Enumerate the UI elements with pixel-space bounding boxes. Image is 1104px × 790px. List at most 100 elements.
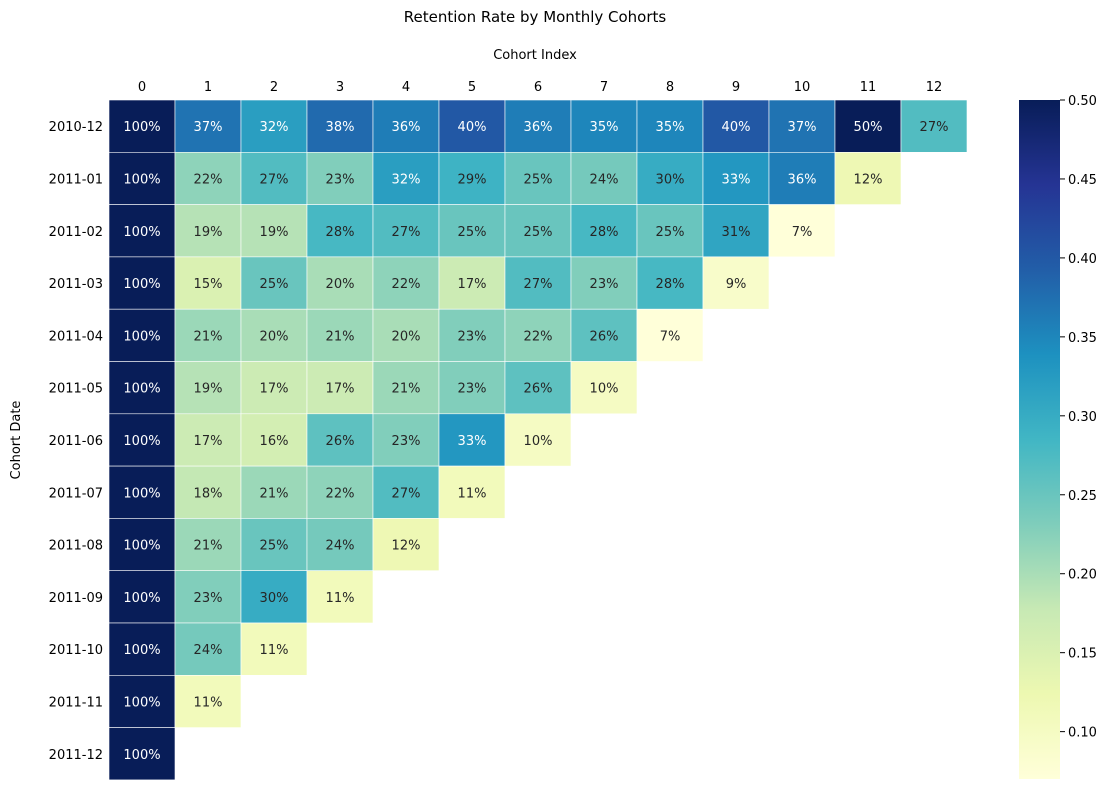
heatmap-cell (240, 413, 308, 467)
heatmap-cells (108, 99, 968, 781)
cell-annotation: 100% (123, 172, 160, 187)
colorbar-tick-label: 0.30 (1068, 410, 1097, 425)
cell-annotation: 23% (392, 434, 421, 449)
cell-annotation: 35% (590, 120, 619, 135)
heatmap-cell (504, 256, 572, 310)
cell-annotation: 7% (660, 329, 681, 344)
cell-annotation: 21% (326, 329, 355, 344)
heatmap-cell (174, 361, 242, 415)
x-axis-label: Cohort Index (493, 48, 577, 63)
cell-annotation: 10% (524, 434, 553, 449)
cell-annotation: 36% (392, 120, 421, 135)
heatmap-cell (306, 152, 374, 205)
cell-annotation: 15% (194, 277, 223, 292)
heatmap-cell (108, 413, 176, 467)
heatmap-cell (108, 99, 176, 153)
y-tick-label: 2011-09 (49, 591, 103, 606)
heatmap-cell (438, 361, 506, 415)
cell-annotation: 28% (590, 225, 619, 240)
heatmap-cell (174, 570, 242, 624)
colorbar-tick-label: 0.25 (1068, 489, 1097, 504)
heatmap-cell (702, 152, 770, 205)
heatmap-cell (504, 152, 572, 205)
cell-annotation: 11% (326, 591, 355, 606)
x-tick-label: 6 (534, 80, 542, 95)
y-tick-label: 2011-08 (49, 539, 103, 554)
heatmap-cell (702, 204, 770, 258)
colorbar-tick-label: 0.35 (1068, 331, 1097, 346)
cell-annotation: 100% (123, 748, 160, 763)
cell-annotation: 9% (726, 277, 747, 292)
heatmap-cell (768, 204, 836, 258)
heatmap-cell (108, 308, 176, 362)
cell-annotation: 100% (123, 120, 160, 135)
cell-annotation: 23% (194, 591, 223, 606)
cell-annotations: 100% 37% 32% 38% 36% 40% 36% 35% 35% 40% 37% 50% 27%… (123, 120, 948, 763)
cell-annotation: 27% (392, 225, 421, 240)
heatmap-cell (834, 152, 902, 205)
y-tick-label: 2011-04 (49, 329, 103, 344)
x-tick-label: 4 (402, 80, 410, 95)
heatmap-cell (108, 674, 176, 728)
cell-annotation: 16% (260, 434, 289, 449)
cell-annotation: 100% (123, 695, 160, 710)
cell-annotation: 24% (194, 643, 223, 658)
y-axis-label: Cohort Date (9, 401, 24, 480)
heatmap-cell (108, 152, 176, 205)
cell-annotation: 18% (194, 486, 223, 501)
cell-annotation: 100% (123, 329, 160, 344)
y-tick-label: 2010-12 (49, 120, 103, 135)
heatmap-cell (306, 465, 374, 519)
cell-annotation: 23% (458, 382, 487, 397)
cell-annotation: 26% (326, 434, 355, 449)
colorbar (1019, 100, 1060, 779)
cell-annotation: 25% (656, 225, 685, 240)
cell-annotation: 23% (590, 277, 619, 292)
cell-annotation: 25% (260, 539, 289, 554)
heatmap-cell (240, 152, 308, 205)
chart-title: Retention Rate by Monthly Cohorts (404, 8, 667, 26)
heatmap-cell (438, 465, 506, 519)
y-tick-label: 2011-02 (49, 225, 103, 240)
x-tick-label: 0 (138, 80, 146, 95)
heatmap-cell (372, 413, 440, 467)
y-tick-label: 2011-03 (49, 277, 103, 292)
cell-annotation: 21% (194, 329, 223, 344)
heatmap-cell (174, 204, 242, 258)
cell-annotation: 50% (854, 120, 883, 135)
cell-annotation: 27% (524, 277, 553, 292)
heatmap-cell (240, 99, 308, 153)
cell-annotation: 32% (392, 172, 421, 187)
cell-annotation: 21% (260, 486, 289, 501)
heatmap-cell (174, 622, 242, 676)
heatmap-cell (174, 256, 242, 310)
heatmap-cell (174, 308, 242, 362)
cell-annotation: 27% (260, 172, 289, 187)
heatmap-cell (438, 413, 506, 467)
heatmap-cell (636, 308, 704, 362)
cell-annotation: 11% (194, 695, 223, 710)
x-tick-label: 7 (600, 80, 608, 95)
cell-annotation: 27% (392, 486, 421, 501)
heatmap-cell (306, 204, 374, 258)
heatmap-cell (570, 308, 638, 362)
cell-annotation: 100% (123, 539, 160, 554)
heatmap-cell (372, 465, 440, 519)
heatmap-cell (306, 256, 374, 310)
cell-annotation: 7% (792, 225, 813, 240)
cell-annotation: 19% (194, 225, 223, 240)
x-tick-labels: 0 1 2 3 4 5 6 7 8 9 10 11 12 (138, 80, 942, 95)
heatmap-cell (438, 256, 506, 310)
y-tick-label: 2011-05 (49, 382, 103, 397)
cell-annotation: 11% (458, 486, 487, 501)
heatmap-cell (636, 256, 704, 310)
cell-annotation: 22% (524, 329, 553, 344)
cell-annotation: 20% (326, 277, 355, 292)
heatmap-cell (108, 570, 176, 624)
colorbar-tick-label: 0.50 (1068, 94, 1097, 109)
heatmap-cell (372, 99, 440, 153)
heatmap-cell (108, 622, 176, 676)
heatmap-cell (306, 99, 374, 153)
heatmap-cell (438, 204, 506, 258)
cell-annotation: 37% (788, 120, 817, 135)
